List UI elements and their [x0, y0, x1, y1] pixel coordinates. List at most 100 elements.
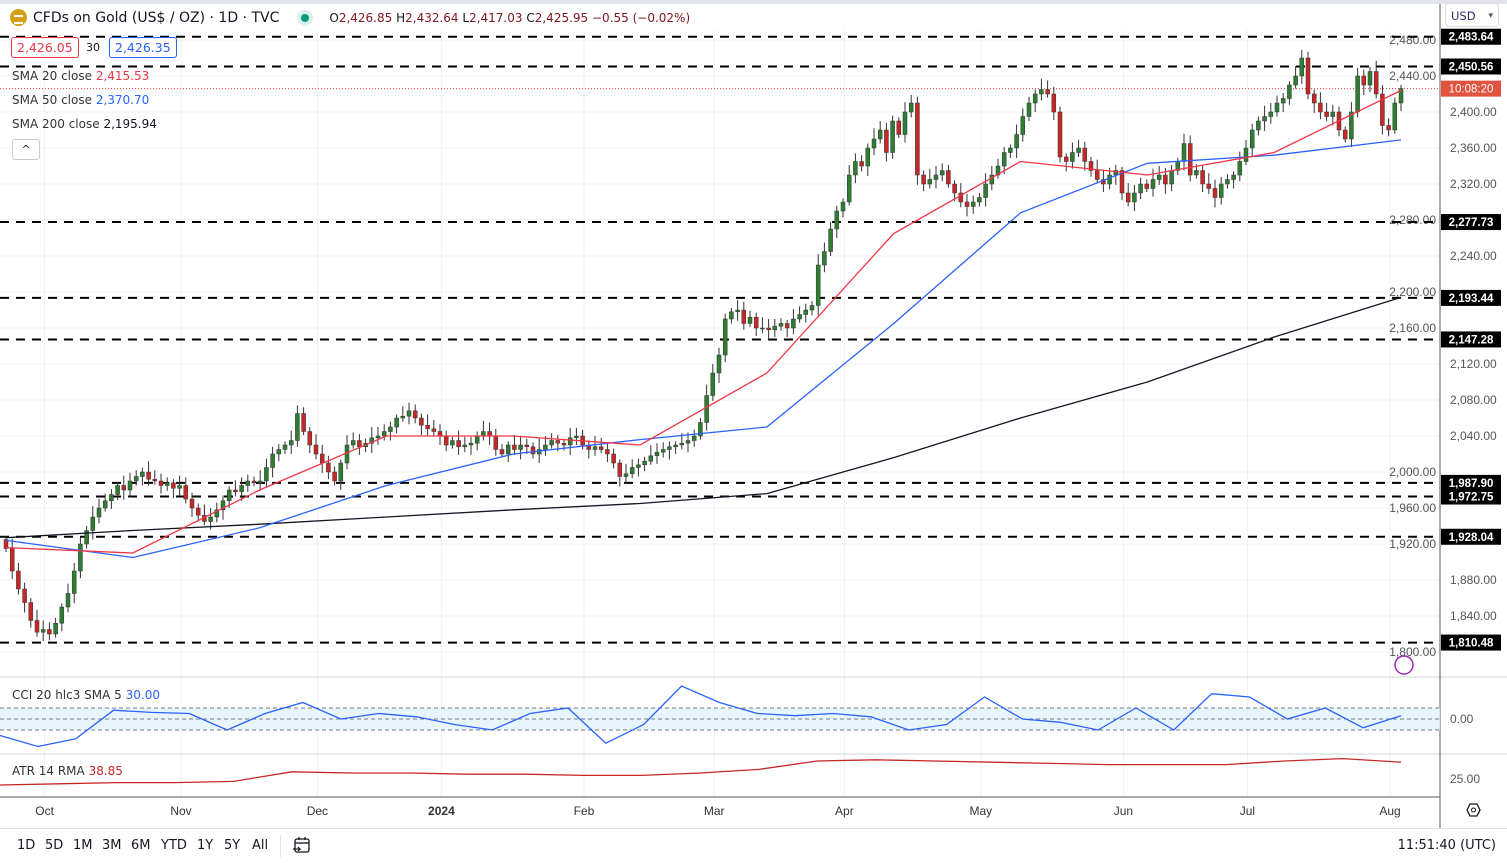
candle: [977, 193, 982, 207]
sell-price-button[interactable]: 2,426.05: [11, 37, 79, 58]
candle: [1386, 118, 1391, 137]
candle: [121, 475, 127, 500]
candle: [1318, 92, 1323, 120]
candle-body: [78, 543, 83, 572]
legend-sma50[interactable]: SMA 50 close 2,370.70: [12, 93, 149, 107]
candle-body: [220, 500, 226, 511]
currency-select[interactable]: USD ▾: [1445, 3, 1499, 27]
range-5y-button[interactable]: 5Y: [224, 838, 241, 853]
candle-body: [499, 449, 505, 455]
buy-price-button[interactable]: 2,426.35: [109, 37, 177, 58]
candle-body: [40, 629, 46, 633]
candle-body: [1305, 57, 1311, 95]
legend-sma200[interactable]: SMA 200 close 2,195.94: [12, 117, 157, 131]
level-price-tag: [1441, 474, 1501, 491]
change-value: −0.55 (−0.02%): [592, 10, 691, 25]
candle-body: [443, 435, 449, 446]
candle: [140, 467, 145, 486]
candle-body: [549, 440, 554, 446]
candle-body: [90, 516, 96, 531]
range-5d-button[interactable]: 5D: [45, 838, 64, 853]
candle: [623, 463, 629, 484]
candle: [288, 430, 294, 454]
candle: [276, 444, 282, 462]
candle: [840, 198, 846, 218]
close-value: 2,425.95: [534, 10, 589, 25]
collapse-legend-button[interactable]: ^: [12, 139, 40, 160]
time-axis-label: Mar: [704, 804, 725, 818]
candle: [214, 502, 220, 523]
candle-body: [1361, 75, 1367, 86]
candle-body: [307, 431, 313, 446]
go-to-date-icon[interactable]: [292, 835, 312, 855]
candle: [499, 444, 505, 458]
candle-body: [735, 309, 740, 313]
range-1m-button[interactable]: 1M: [73, 838, 93, 853]
open-label: O: [329, 10, 339, 25]
candle-body: [1349, 111, 1354, 140]
range-6m-button[interactable]: 6M: [131, 838, 151, 853]
candle-body: [388, 426, 393, 432]
candle-body: [623, 473, 629, 477]
candle: [654, 443, 660, 464]
candle: [822, 242, 827, 273]
candle: [1008, 144, 1013, 158]
candle: [1082, 141, 1088, 171]
settings-icon[interactable]: [1466, 803, 1481, 817]
range-1y-button[interactable]: 1Y: [197, 838, 214, 853]
y-tick-label: 2,120.00: [1450, 357, 1497, 371]
candle-body: [1293, 75, 1298, 86]
candle-body: [183, 485, 189, 500]
candle-body: [406, 410, 412, 417]
candle: [171, 479, 176, 499]
y-tick-label: 2,080.00: [1450, 393, 1497, 407]
candle-body: [1398, 88, 1404, 104]
symbol-title[interactable]: CFDs on Gold (US$ / OZ) · 1D · TVC: [33, 9, 280, 26]
candle-body: [481, 431, 486, 437]
candle-body: [450, 440, 455, 446]
candle: [1206, 173, 1212, 194]
candle-body: [276, 449, 282, 455]
candle-body: [1026, 102, 1032, 117]
y-tick-label: 2,160.00: [1389, 321, 1436, 335]
legend-sma20[interactable]: SMA 20 close 2,415.53: [12, 69, 149, 83]
candle-body: [1225, 179, 1230, 185]
y-tick-label: 1,920.00: [1389, 537, 1436, 551]
range-3m-button[interactable]: 3M: [102, 838, 122, 853]
candle: [1280, 93, 1286, 112]
candle-body: [109, 494, 114, 502]
candle: [357, 434, 362, 455]
candle-body: [766, 327, 771, 331]
open-value: 2,426.85: [338, 10, 393, 25]
candle-body: [1194, 170, 1199, 176]
candle: [772, 319, 778, 337]
cci-legend[interactable]: CCI 20 hlc3 SMA 5 30.00: [12, 688, 160, 702]
candle: [1268, 103, 1274, 124]
level-price-label: 2,450.56: [1449, 61, 1494, 73]
candle: [127, 472, 133, 498]
candle-body: [791, 318, 796, 329]
candle-body: [34, 620, 40, 633]
market-open-icon: [297, 9, 314, 26]
atr-legend[interactable]: ATR 14 RMA 38.85: [12, 764, 123, 778]
range-all-button[interactable]: All: [252, 838, 269, 853]
candle: [1293, 66, 1298, 89]
utc-clock[interactable]: 11:51:40 (UTC): [1397, 838, 1496, 853]
price-chart[interactable]: 1,800.00 1,840.00 1,880.00 1,920.00 1,960.00…: [0, 0, 1507, 828]
atr-label: ATR 14 RMA: [12, 764, 85, 778]
gold-symbol-icon: [10, 9, 27, 26]
level-price-tag: [1441, 28, 1501, 45]
level-price-label: 2,147.28: [1449, 334, 1494, 346]
candle-body: [716, 354, 722, 374]
candle-body: [146, 471, 151, 480]
range-ytd-button[interactable]: YTD: [161, 838, 187, 853]
candle: [1014, 124, 1019, 158]
candle-body: [927, 179, 933, 185]
candle-body: [512, 444, 517, 450]
candle: [673, 441, 678, 454]
range-1d-button[interactable]: 1D: [17, 838, 36, 853]
candle: [388, 421, 393, 441]
candle-body: [691, 435, 697, 441]
candle: [530, 442, 536, 459]
candle: [1051, 86, 1057, 121]
